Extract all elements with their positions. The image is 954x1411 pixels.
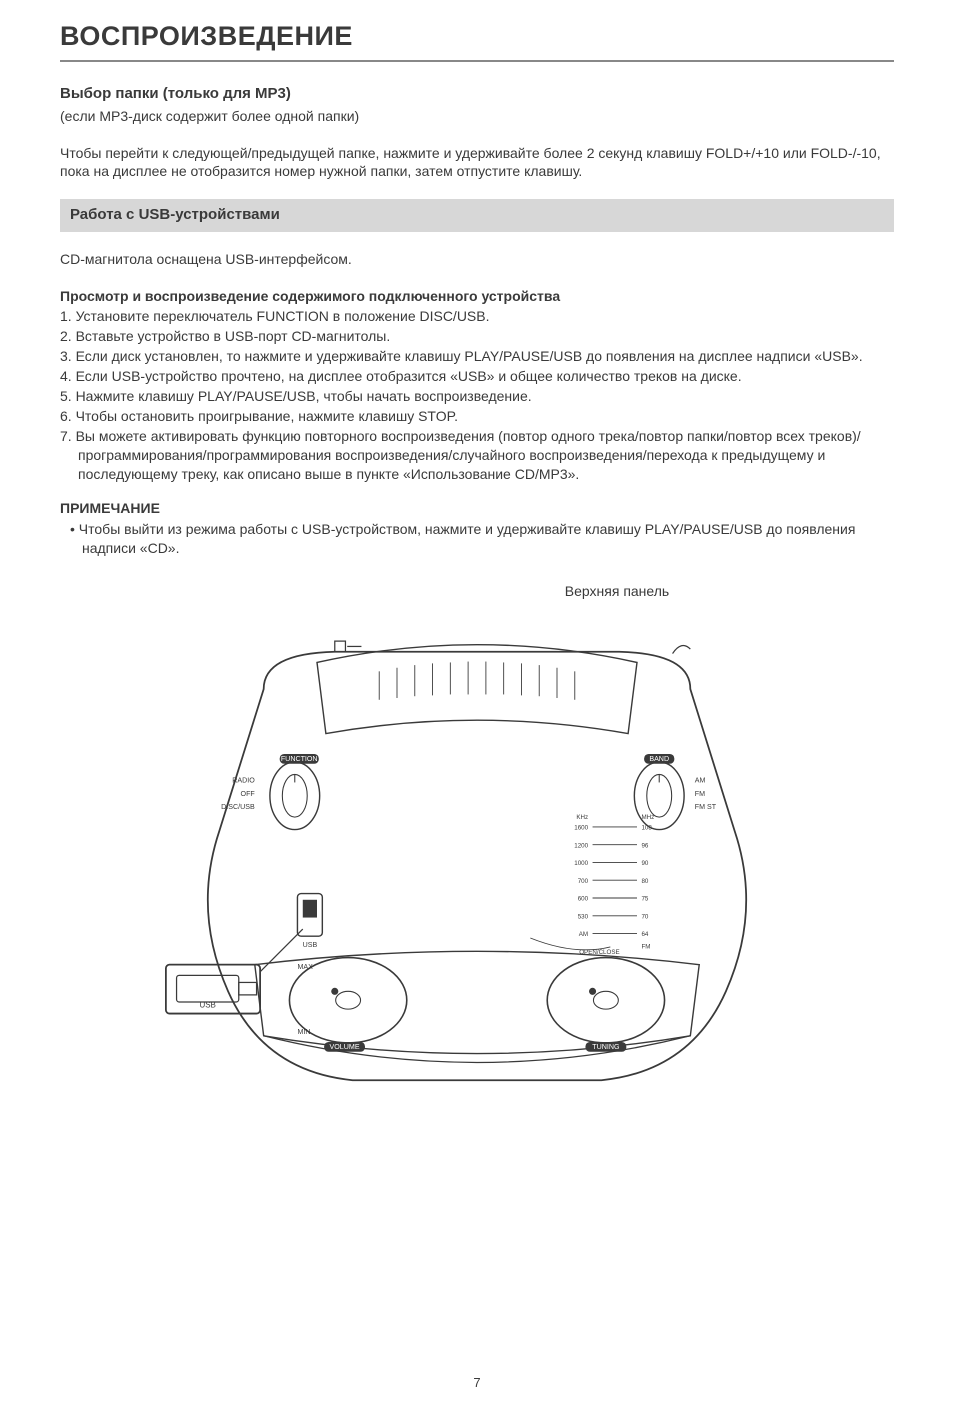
svg-text:1000: 1000 (574, 860, 588, 867)
svg-text:96: 96 (641, 842, 648, 849)
list-item: 3. Если диск установлен, то нажмите и уд… (60, 347, 894, 366)
svg-text:FM: FM (695, 790, 705, 798)
svg-text:700: 700 (578, 878, 589, 885)
list-item: 2. Вставьте устройство в USB-порт CD-маг… (60, 327, 894, 346)
list-item: 1. Установите переключатель FUNCTION в п… (60, 307, 894, 326)
svg-text:90: 90 (641, 860, 648, 867)
page-title: ВОСПРОИЗВЕДЕНИЕ (60, 18, 894, 62)
svg-text:1200: 1200 (574, 842, 588, 849)
device-top-panel-illustration: FUNCTION BAND VOLUME TUNING RADIO OFF DI… (157, 609, 797, 1107)
svg-text:AM: AM (579, 931, 588, 938)
svg-text:AM: AM (695, 776, 706, 784)
folder-select-body: Чтобы перейти к следующей/предыдущей пап… (60, 144, 894, 182)
svg-text:DISC/USB: DISC/USB (221, 803, 255, 811)
svg-text:USB: USB (303, 941, 318, 949)
svg-text:KHz: KHz (576, 814, 588, 821)
page-number: 7 (60, 1374, 894, 1392)
usb-steps-list: 1. Установите переключатель FUNCTION в п… (60, 307, 894, 483)
list-item: 6. Чтобы остановить проигрывание, нажмит… (60, 407, 894, 426)
svg-text:70: 70 (641, 913, 648, 920)
note-heading: ПРИМЕЧАНИЕ (60, 499, 894, 518)
svg-text:MIN: MIN (297, 1028, 310, 1036)
usb-subheading: Просмотр и воспроизведение содержимого п… (60, 287, 894, 306)
note-body: Чтобы выйти из режима работы с USB-устро… (60, 520, 894, 558)
svg-text:USB: USB (199, 1000, 215, 1009)
svg-text:TUNING: TUNING (592, 1043, 619, 1051)
svg-text:VOLUME: VOLUME (330, 1043, 360, 1051)
svg-text:530: 530 (578, 913, 589, 920)
usb-intro: CD-магнитола оснащена USB-интерфейсом. (60, 250, 894, 269)
device-figure: FUNCTION BAND VOLUME TUNING RADIO OFF DI… (60, 609, 894, 1107)
folder-select-heading: Выбор папки (только для MP3) (60, 84, 894, 104)
svg-text:OPEN/CLOSE: OPEN/CLOSE (579, 949, 619, 956)
folder-select-paren: (если MP3-диск содержит более одной папк… (60, 107, 894, 126)
list-item: 5. Нажмите клавишу PLAY/PAUSE/USB, чтобы… (60, 387, 894, 406)
svg-text:80: 80 (641, 878, 648, 885)
svg-text:OFF: OFF (241, 790, 256, 798)
figure-caption: Верхняя панель (60, 582, 894, 601)
svg-text:600: 600 (578, 896, 589, 903)
svg-text:64: 64 (641, 931, 648, 938)
svg-text:108: 108 (641, 825, 652, 832)
svg-text:MHz: MHz (641, 814, 654, 821)
svg-text:BAND: BAND (649, 755, 669, 763)
svg-text:FM: FM (641, 944, 650, 951)
usb-section-bar: Работа с USB-устройствами (60, 199, 894, 231)
svg-text:FM ST: FM ST (695, 803, 717, 811)
svg-text:75: 75 (641, 896, 648, 903)
list-item: 7. Вы можете активировать функцию повтор… (60, 427, 894, 484)
list-item: 4. Если USB-устройство прочтено, на дисп… (60, 367, 894, 386)
svg-text:FUNCTION: FUNCTION (281, 755, 318, 763)
svg-text:1600: 1600 (574, 825, 588, 832)
svg-text:RADIO: RADIO (232, 776, 255, 784)
svg-text:MAX: MAX (297, 963, 313, 971)
